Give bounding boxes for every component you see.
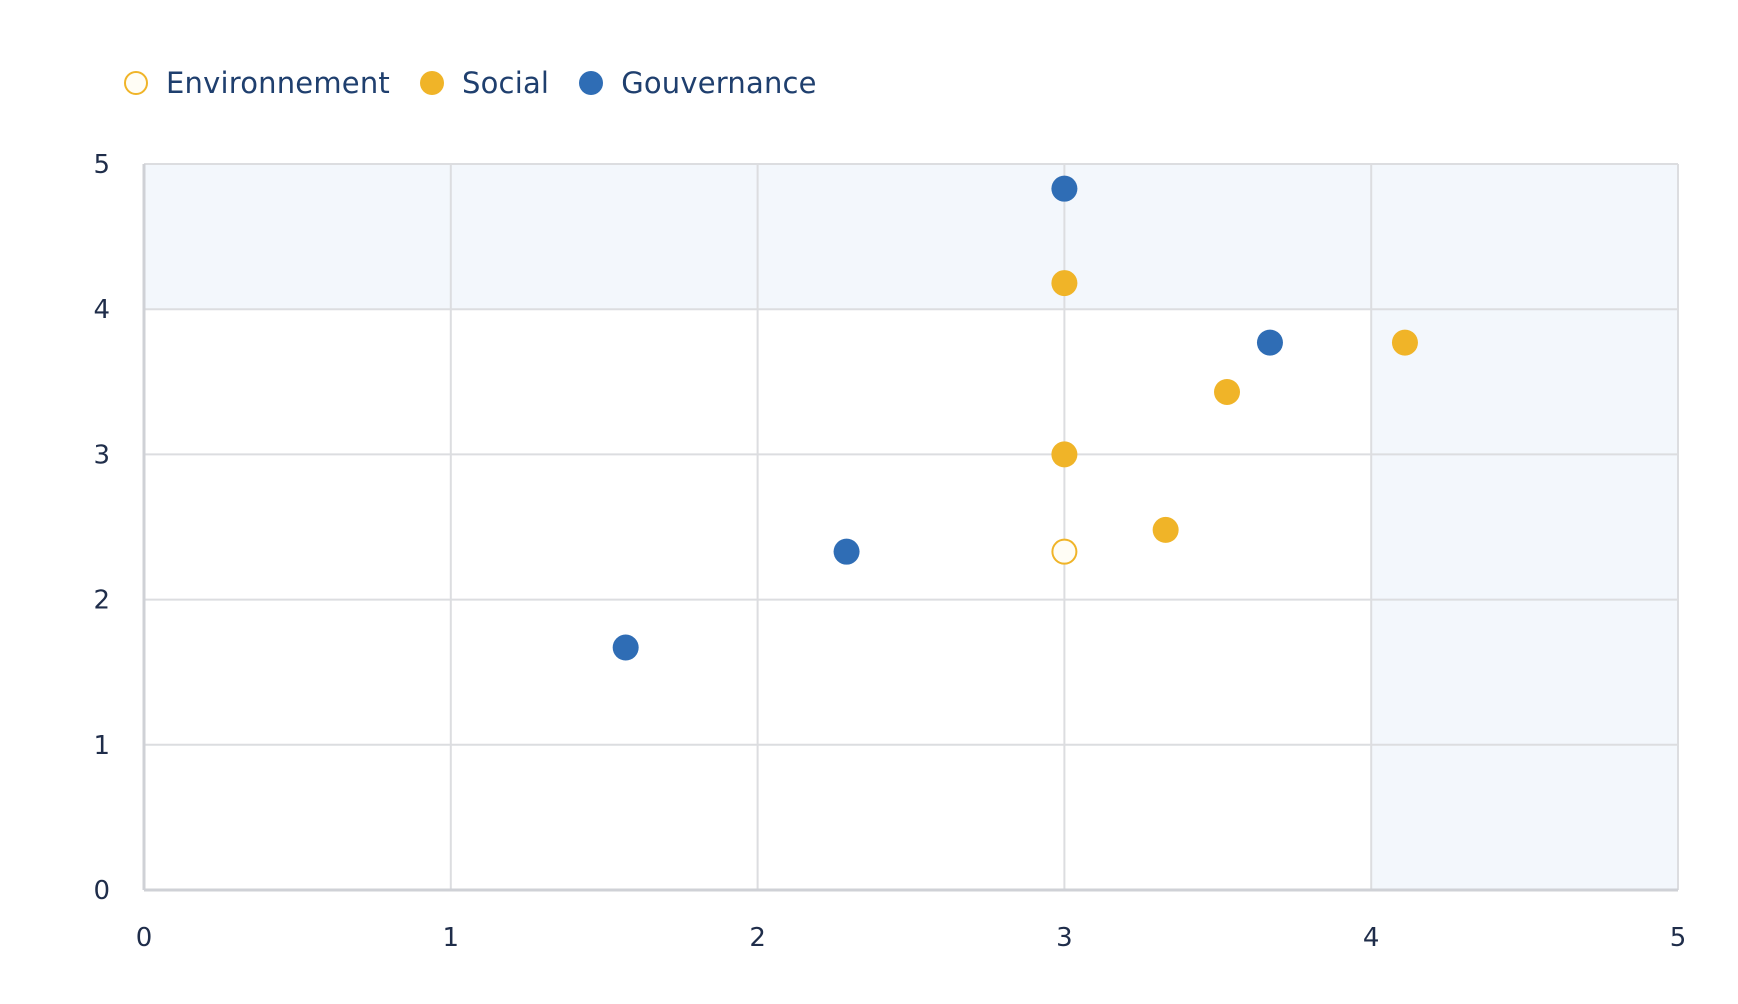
data-point-environnement (1051, 538, 1078, 565)
data-point-social (1214, 378, 1241, 405)
y-tick-label: 1 (93, 731, 110, 761)
data-point-gouvernance (1256, 329, 1283, 356)
legend-item-social[interactable]: Social (420, 66, 549, 100)
legend-item-environnement[interactable]: Environnement (124, 66, 390, 100)
y-tick-label: 2 (93, 586, 110, 616)
legend-label-social: Social (462, 66, 550, 100)
y-tick-label: 4 (93, 295, 110, 325)
legend-label-gouvernance: Gouvernance (621, 66, 817, 100)
x-tick-label: 1 (443, 923, 460, 953)
chart-legend: Environnement Social Gouvernance (124, 66, 847, 100)
data-point-social (1051, 441, 1078, 468)
y-tick-label: 5 (93, 150, 110, 180)
x-tick-label: 3 (1056, 923, 1073, 953)
y-tick-label: 3 (93, 440, 110, 470)
legend-swatch-gouvernance (579, 71, 604, 95)
data-point-gouvernance (612, 634, 639, 661)
highlight-region-0 (144, 164, 1678, 310)
x-tick-label: 0 (136, 923, 153, 953)
legend-swatch-social (420, 71, 444, 95)
legend-item-gouvernance[interactable]: Gouvernance (579, 66, 817, 100)
x-tick-label: 2 (749, 923, 766, 953)
y-tick-label: 0 (93, 876, 110, 906)
data-point-social (1051, 270, 1078, 297)
x-tick-label: 5 (1670, 923, 1687, 953)
data-point-gouvernance (833, 538, 860, 565)
data-point-social (1152, 516, 1179, 543)
legend-swatch-environnement (124, 71, 148, 95)
data-point-gouvernance (1051, 175, 1078, 202)
legend-label-environnement: Environnement (166, 66, 390, 100)
x-tick-label: 4 (1363, 923, 1380, 953)
data-point-social (1391, 329, 1418, 356)
